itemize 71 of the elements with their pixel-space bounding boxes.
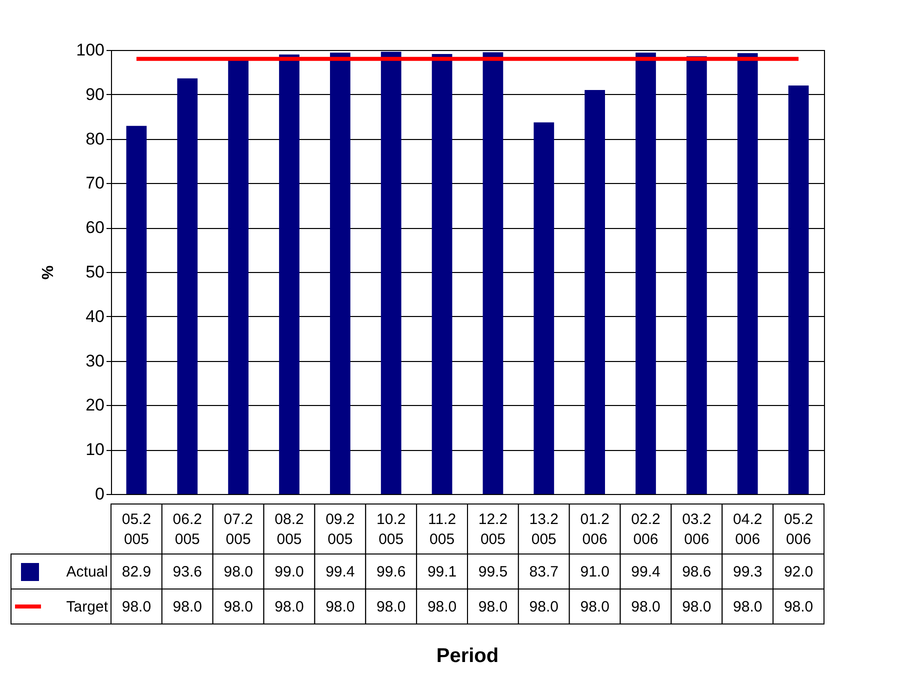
x-tick-label: 08.2005: [274, 511, 304, 548]
data-label: 98.0: [122, 598, 152, 616]
data-label: 99.6: [376, 564, 406, 580]
y-tick-label: 40: [86, 306, 104, 326]
data-label: 98.0: [274, 598, 304, 616]
legend-label: Actual: [66, 564, 108, 580]
x-tick-label: 06.2005: [172, 511, 202, 548]
y-tick-label: 0: [95, 484, 104, 504]
bar: [482, 52, 504, 494]
data-label: 99.4: [631, 564, 660, 580]
bar: [432, 54, 452, 494]
y-tick-label: 20: [86, 396, 104, 415]
data-label: 98.0: [224, 598, 253, 616]
x-axis-title: Period: [436, 645, 499, 667]
data-label: 98.0: [326, 598, 355, 616]
y-tick-label: 70: [86, 174, 104, 193]
bar: [380, 52, 402, 494]
x-tick-label: 05.2006: [784, 511, 814, 548]
x-tick-label: 07.2005: [224, 511, 253, 548]
y-tick-label: 100: [76, 40, 104, 60]
data-label: 98.0: [224, 564, 253, 580]
x-tick-label: 03.2006: [682, 511, 712, 548]
x-tick-label: 12.2005: [478, 511, 508, 548]
data-label: 99.0: [274, 564, 304, 580]
data-label: 99.5: [478, 564, 508, 580]
data-label: 83.7: [529, 564, 558, 580]
data-label: 98.0: [682, 598, 712, 616]
data-label: 91.0: [580, 564, 610, 580]
bar: [126, 126, 147, 494]
y-tick-label: 60: [86, 218, 104, 238]
x-tick-label: 13.2005: [529, 511, 558, 548]
bar: [636, 52, 656, 494]
bar: [279, 54, 300, 494]
y-tick-label: 30: [86, 351, 104, 370]
data-label: 98.0: [631, 598, 660, 616]
data-label: 99.1: [427, 564, 457, 580]
bar: [788, 86, 809, 494]
data-label: 98.0: [580, 598, 610, 616]
x-tick-label: 11.2005: [428, 511, 456, 548]
y-tick-label: 90: [86, 84, 104, 104]
bar: [330, 52, 350, 494]
data-label: 98.0: [529, 598, 558, 616]
bar: [177, 78, 198, 494]
data-label: 98.0: [478, 598, 508, 616]
legend-label: Target: [66, 598, 109, 616]
data-label: 98.0: [784, 598, 814, 616]
data-label: 98.0: [733, 598, 762, 616]
data-label: 98.0: [376, 598, 406, 616]
x-tick-label: 10.2005: [376, 511, 406, 548]
data-label: 98.6: [682, 564, 712, 580]
y-axis-title: %: [40, 265, 58, 280]
bar: [686, 56, 707, 494]
x-tick-label: 09.2005: [326, 511, 355, 548]
data-label: 93.6: [172, 564, 202, 580]
x-tick-label: 05.2005: [122, 511, 152, 548]
x-tick-label: 01.2006: [580, 511, 610, 548]
x-tick-label: 02.2006: [631, 511, 660, 548]
data-label: 92.0: [784, 564, 814, 580]
y-tick-label: 50: [86, 262, 104, 282]
y-tick-label: 10: [86, 440, 104, 460]
data-label: 99.3: [733, 564, 762, 580]
x-tick-label: 04.2006: [733, 511, 762, 548]
bar: [737, 53, 758, 494]
data-label: 99.4: [326, 564, 355, 580]
bar: [534, 122, 554, 494]
data-label: 82.9: [122, 564, 152, 580]
bar: [584, 90, 606, 494]
bar: [228, 58, 249, 494]
data-label: 98.0: [427, 598, 457, 616]
y-tick-label: 80: [86, 129, 104, 148]
data-label: 98.0: [172, 598, 202, 616]
